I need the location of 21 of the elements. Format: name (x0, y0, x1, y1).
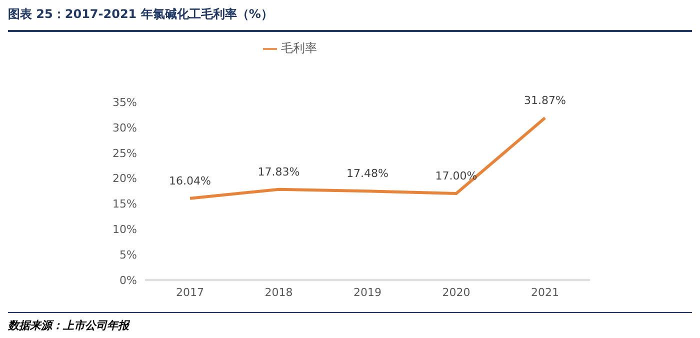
data-label: 17.00% (435, 170, 478, 183)
y-tick-label: 5% (120, 248, 137, 262)
x-tick-label: 2019 (354, 286, 382, 299)
y-tick-label: 20% (112, 172, 137, 186)
legend-label: 毛利率 (281, 41, 317, 55)
x-tick-label: 2020 (442, 286, 470, 299)
y-tick-label: 25% (112, 146, 137, 160)
y-tick-label: 15% (112, 198, 137, 211)
data-label: 17.48% (346, 167, 388, 180)
source-note: 数据来源：上市公司年报 (8, 318, 129, 333)
data-label: 17.83% (258, 165, 300, 178)
data-label: 31.87% (524, 94, 566, 107)
y-tick-label: 0% (120, 274, 137, 287)
y-tick-label: 30% (112, 121, 137, 134)
y-tick-label: 35% (112, 96, 137, 109)
data-label: 16.04% (169, 174, 211, 188)
x-tick-label: 2018 (264, 286, 293, 299)
y-tick-label: 10% (112, 223, 137, 236)
chart-title: 图表 25：2017-2021 年氯碱化工毛利率（%） (8, 6, 273, 23)
x-tick-label: 2017 (176, 286, 204, 299)
x-tick-label: 2021 (531, 286, 559, 299)
